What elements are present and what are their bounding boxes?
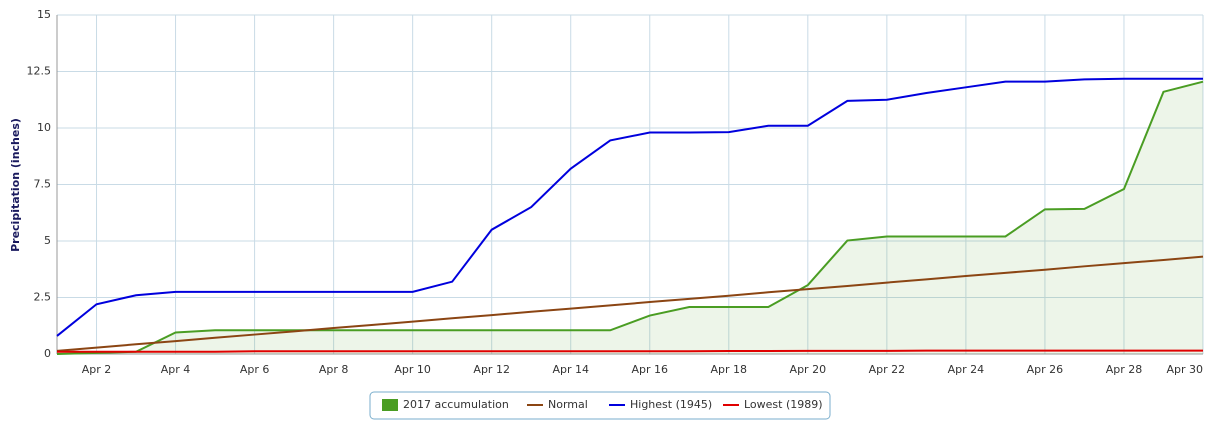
x-tick-label: Apr 8 <box>319 363 349 376</box>
line <box>56 255 1204 352</box>
x-tick-label: Apr 28 <box>1106 363 1143 376</box>
x-tick-label: Apr 12 <box>473 363 510 376</box>
x-tick-label: Apr 26 <box>1027 363 1064 376</box>
x-tick-label: Apr 20 <box>790 363 827 376</box>
line <box>56 77 1203 337</box>
legend-label: Normal <box>548 398 588 411</box>
legend-label: 2017 accumulation <box>403 398 509 411</box>
legend-label: Lowest (1989) <box>744 398 823 411</box>
legend-label: Highest (1945) <box>630 398 712 411</box>
y-tick-label: 2.5 <box>34 291 52 304</box>
legend-box <box>369 391 831 420</box>
x-tick-label: Apr 14 <box>552 363 589 376</box>
y-tick-label: 10 <box>37 121 51 134</box>
line <box>56 80 1204 355</box>
y-tick-label: 5 <box>44 234 51 247</box>
x-tick-label: Apr 16 <box>631 363 668 376</box>
x-tick-label: Apr 18 <box>711 363 748 376</box>
x-tick-label: Apr 30 <box>1166 363 1203 376</box>
legend-swatch <box>382 399 398 411</box>
y-tick-label: 15 <box>37 8 51 21</box>
y-tick-label: 12.5 <box>27 65 52 78</box>
y-tick-label: 0 <box>44 347 51 360</box>
x-tick-label: Apr 6 <box>240 363 270 376</box>
y-axis-label: Precipitation (inches) <box>9 118 22 252</box>
line <box>57 349 1203 353</box>
x-tick-label: Apr 2 <box>82 363 112 376</box>
x-tick-label: Apr 22 <box>869 363 906 376</box>
x-tick-label: Apr 24 <box>948 363 985 376</box>
x-tick-label: Apr 4 <box>161 363 191 376</box>
area <box>57 81 1203 355</box>
y-tick-label: 7.5 <box>34 178 52 191</box>
x-tick-label: Apr 10 <box>394 363 431 376</box>
